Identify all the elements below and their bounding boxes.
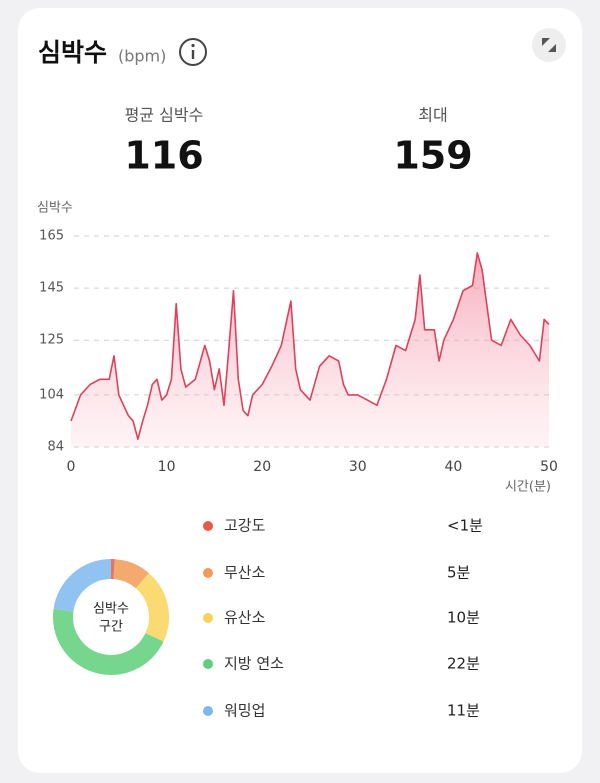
- legend-dot: [203, 613, 213, 623]
- donut-segment: [112, 559, 149, 589]
- card-title: 심박수: [38, 38, 107, 67]
- legend-label: 고강도: [224, 517, 266, 535]
- y-tick-label: 145: [39, 281, 64, 296]
- y-tick-label: 165: [39, 229, 64, 244]
- area: [71, 252, 549, 447]
- x-tick-label: 50: [540, 459, 558, 475]
- legend-label: 무산소: [224, 564, 266, 582]
- unit: (bpm): [118, 47, 166, 66]
- stat-value: 159: [393, 134, 472, 178]
- stat-label: 평균 심박수: [125, 106, 204, 125]
- legend-label: 유산소: [224, 609, 266, 627]
- legend-value: 22분: [447, 655, 480, 673]
- legend-dot: [203, 521, 213, 531]
- y-tick-label: 104: [39, 387, 64, 402]
- legend-label: 지방 연소: [224, 655, 284, 673]
- legend-dot: [203, 706, 213, 716]
- y-tick-label: 84: [47, 440, 64, 455]
- stat-label: 최대: [418, 106, 447, 125]
- donut-segment: [53, 559, 112, 613]
- donut-center-label: 구간: [99, 620, 123, 635]
- x-tick-label: 0: [67, 459, 76, 475]
- donut-center-label: 심박수: [93, 602, 129, 617]
- x-axis-label: 시간(분): [505, 480, 551, 495]
- x-tick-label: 10: [158, 459, 176, 475]
- y-axis-label: 심박수: [37, 201, 73, 216]
- y-tick-label: 125: [39, 333, 64, 348]
- x-tick-label: 40: [444, 459, 462, 475]
- legend-value: 10분: [447, 609, 480, 627]
- expand-button[interactable]: [532, 28, 566, 62]
- donut-segment: [135, 573, 169, 642]
- legend-value: 11분: [447, 702, 480, 720]
- legend-dot: [203, 659, 213, 669]
- legend-dot: [203, 568, 213, 578]
- donut-segment: [53, 608, 164, 675]
- legend-value: <1분: [447, 517, 483, 535]
- legend-label: 워밍업: [224, 702, 265, 720]
- x-tick-label: 30: [349, 459, 367, 475]
- stat-value: 116: [124, 134, 203, 178]
- line: [70, 252, 550, 440]
- info-button[interactable]: [179, 38, 207, 66]
- legend-value: 5분: [447, 564, 471, 582]
- x-tick-label: 20: [253, 459, 271, 475]
